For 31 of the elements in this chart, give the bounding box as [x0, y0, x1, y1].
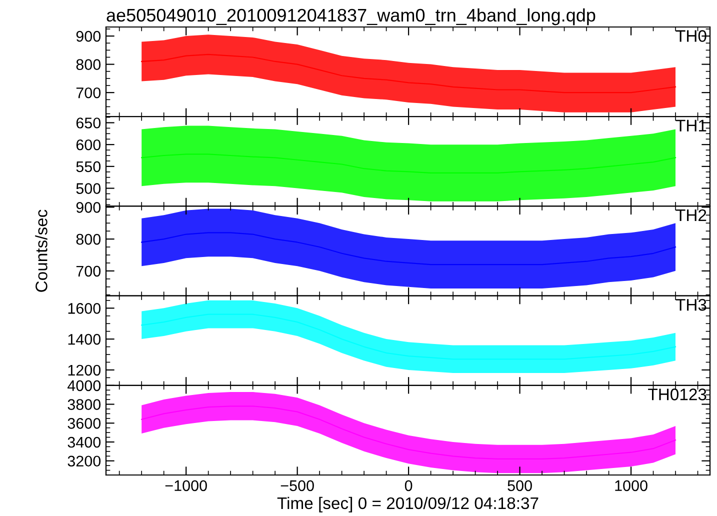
y-tick-label: 4000	[68, 380, 101, 392]
x-tick-label: 1000	[615, 480, 648, 492]
y-axis-title: Counts/sec	[35, 210, 48, 292]
y-tick-label: 700	[76, 87, 101, 98]
y-tick-label: 700	[76, 266, 101, 277]
y-tick-label: 900	[76, 30, 101, 42]
y-tick-label: 800	[76, 59, 101, 70]
series-label: TH1	[676, 120, 706, 132]
y-tick-label: 600	[76, 139, 101, 150]
y-tick-label: 1200	[68, 364, 101, 376]
series-label: TH2	[676, 209, 706, 221]
x-tick-label: −500	[280, 480, 314, 492]
x-tick-label: −1000	[165, 480, 207, 492]
y-tick-label: 3200	[68, 456, 101, 467]
x-tick-label: 0	[404, 480, 412, 492]
y-tick-label: 550	[76, 161, 101, 172]
text: TH3	[676, 298, 706, 311]
y-tick-label: 3800	[68, 399, 101, 410]
text: TH0123	[648, 388, 706, 400]
text: TH0	[676, 30, 706, 42]
y-tick-label: 500	[76, 183, 101, 194]
x-axis-title: Time [sec] 0 = 2010/09/12 04:18:37	[277, 496, 538, 512]
chart-title: ae505049010_20100912041837_wam0_trn_4band_long.qdp	[106, 8, 596, 26]
x-tick-label: 500	[508, 480, 532, 492]
y-tick-label: 1600	[68, 303, 101, 314]
y-tick-label: 3600	[68, 418, 101, 429]
y-tick-label: 1400	[68, 334, 101, 345]
y-tick-label: 3400	[68, 436, 101, 448]
y-tick-label: 800	[76, 234, 101, 245]
y-tick-label: 900	[76, 202, 101, 213]
y-tick-label: 650	[76, 118, 101, 128]
